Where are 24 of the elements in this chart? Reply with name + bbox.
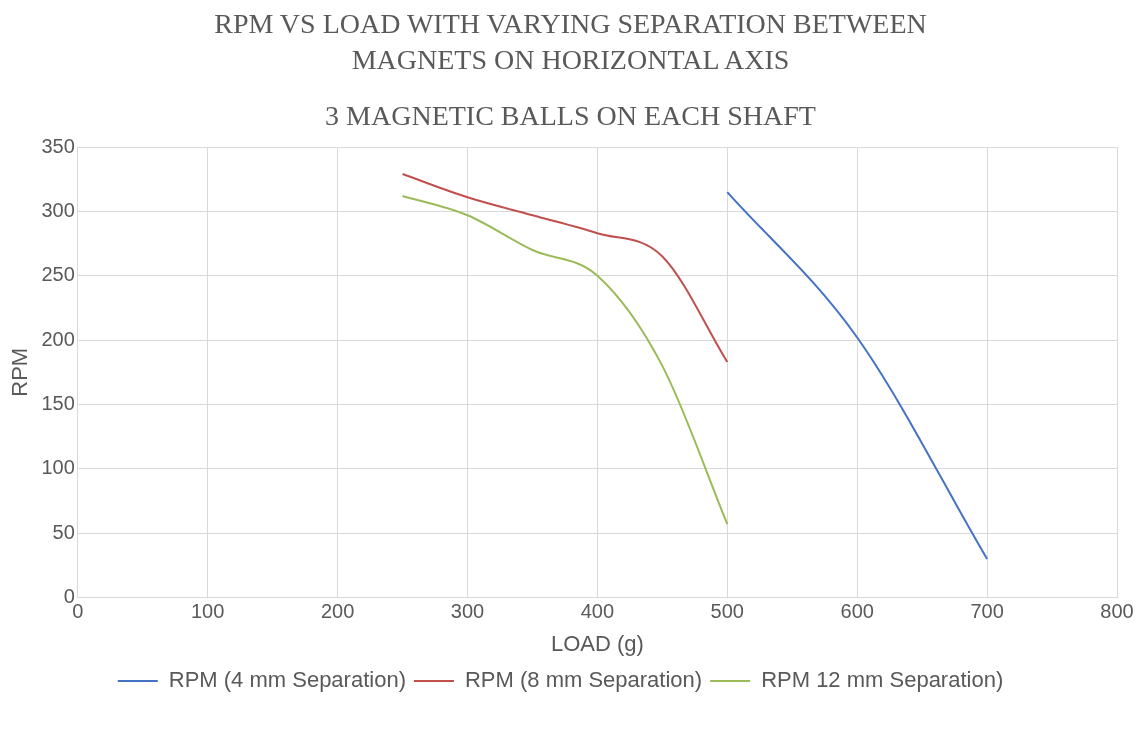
y-tick-label: 300 [41, 198, 75, 221]
y-tick-label: 150 [41, 392, 75, 414]
x-tick-label: 400 [580, 600, 615, 623]
y-tick-label: 50 [52, 520, 75, 543]
legend-label: RPM 12 mm Separation) [761, 667, 1004, 693]
x-tick-label: 700 [970, 600, 1004, 623]
x-tick-label: 300 [450, 600, 485, 623]
line-series [401, 173, 729, 363]
y-axis-title: RPM [7, 347, 33, 397]
chart-title: RPM VS LOAD WITH VARYING SEPARATION BETWEEN MAGNETS ON HORIZONTAL AXIS [213, 7, 928, 77]
x-tick-label: 600 [840, 600, 874, 623]
line-series [401, 194, 729, 526]
y-tick-label: 250 [41, 263, 75, 286]
y-tick-label: 350 [41, 134, 75, 157]
x-tick-label: 200 [320, 600, 355, 623]
chart-subtitle: 3 MAGNETIC BALLS ON EACH SHAFT [324, 100, 817, 132]
y-tick-label: 200 [41, 327, 75, 350]
legend-label: RPM (8 mm Separation) [464, 667, 703, 693]
x-tick-label: 800 [1100, 600, 1134, 623]
x-axis-title: LOAD (g) [550, 630, 644, 656]
x-tick-label: 100 [190, 600, 225, 623]
legend-label: RPM (4 mm Separation) [168, 667, 406, 693]
x-tick-label: 500 [710, 600, 744, 623]
y-tick-label: 100 [41, 456, 75, 479]
